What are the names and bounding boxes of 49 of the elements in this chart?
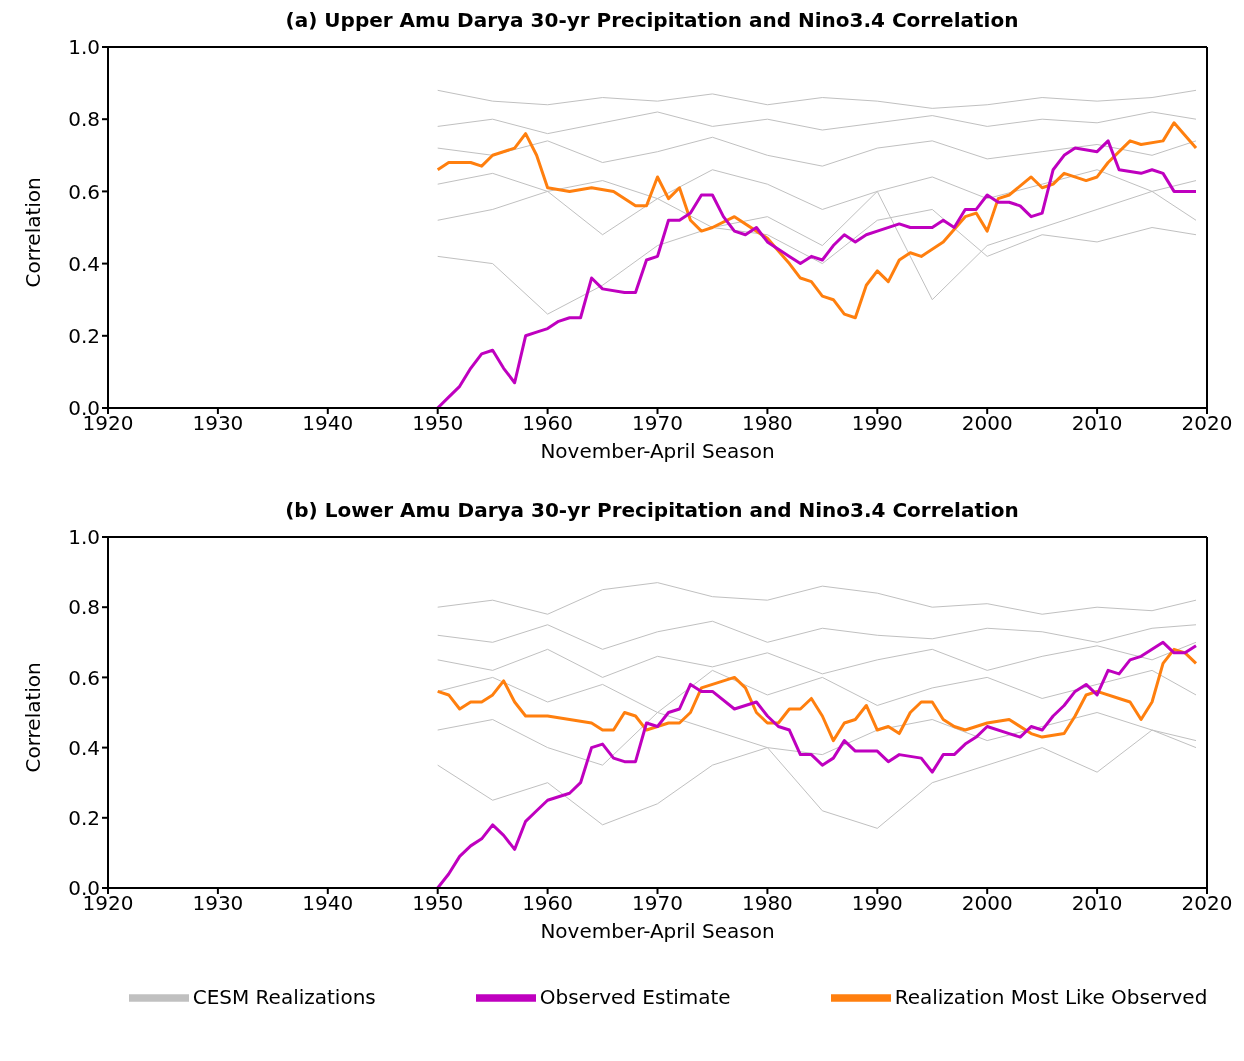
x-tick-label: 1980 (741, 411, 793, 436)
legend-label: Realization Most Like Observed (894, 984, 1208, 1009)
y-tick-label: 0.8 (68, 107, 100, 132)
x-tick-label: 1930 (192, 411, 244, 436)
x-axis-title: November-April Season (540, 439, 775, 463)
x-tick-label: 1950 (412, 411, 464, 436)
x-tick-label: 1970 (632, 411, 683, 436)
line-series (437, 136, 1197, 167)
chart-title: (b) Lower Amu Darya 30-yr Precipitation and Nino3.4 Correlation (285, 498, 1019, 522)
y-tick-label: 0.2 (68, 805, 100, 830)
y-tick-label: 1.0 (68, 525, 100, 550)
x-tick-label: 2010 (1071, 411, 1123, 436)
y-tick-label: 0.8 (68, 595, 100, 620)
x-tick-label: 1930 (192, 891, 244, 916)
x-tick-label: 2010 (1071, 891, 1123, 916)
legend-label: Observed Estimate (539, 984, 731, 1009)
x-tick-label: 1960 (522, 411, 574, 436)
x-tick-label: 2000 (961, 411, 1013, 436)
y-axis-title: Correlation (21, 662, 46, 773)
x-tick-label: 1940 (302, 411, 354, 436)
y-tick-label: 0.2 (68, 323, 100, 348)
x-tick-label: 1990 (851, 411, 903, 436)
line-series (437, 111, 1197, 135)
line-series (437, 641, 1197, 678)
line-series (436, 139, 1198, 408)
x-tick-label: 2020 (1181, 891, 1233, 916)
y-tick-label: 0.6 (68, 179, 100, 204)
x-axis-title: November-April Season (540, 919, 775, 943)
y-tick-label: 1.0 (68, 35, 100, 60)
chart-title: (a) Upper Amu Darya 30-yr Precipitation and Nino3.4 Correlation (285, 8, 1019, 32)
line-series (436, 640, 1198, 888)
line-series (437, 89, 1197, 109)
line-series (436, 121, 1198, 320)
line-series (437, 582, 1197, 615)
x-tick-label: 1980 (741, 891, 793, 916)
line-series (437, 620, 1197, 650)
x-tick-label: 1950 (412, 891, 464, 916)
y-tick-label: 0.4 (68, 251, 100, 276)
x-tick-label: 2020 (1181, 411, 1233, 436)
x-tick-label: 1970 (632, 891, 683, 916)
y-tick-label: 0.6 (68, 665, 100, 690)
x-tick-label: 1960 (522, 891, 574, 916)
y-tick-label: 0.4 (68, 735, 100, 760)
line-series (436, 647, 1198, 743)
x-tick-label: 1940 (302, 891, 354, 916)
x-tick-label: 1990 (851, 891, 903, 916)
y-axis-title: Correlation (21, 177, 46, 288)
legend-label: CESM Realizations (192, 984, 376, 1009)
x-tick-label: 2000 (961, 891, 1013, 916)
